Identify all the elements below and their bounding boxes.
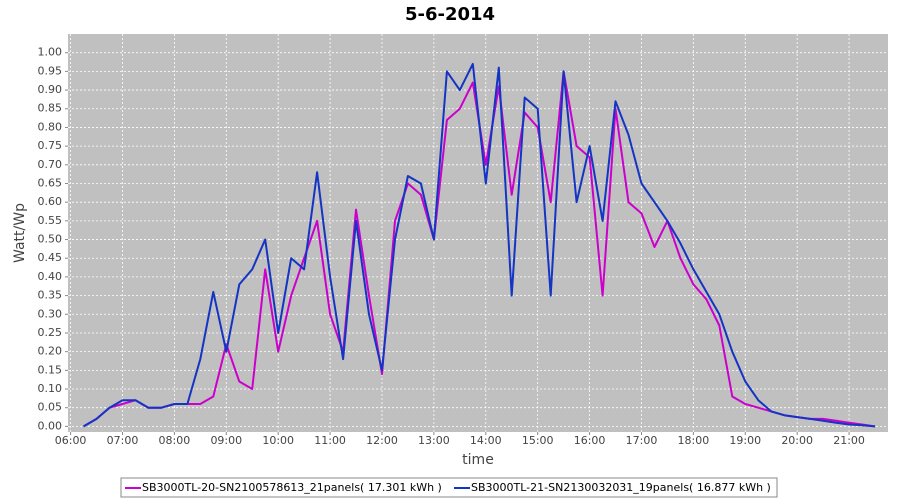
x-tick-label: 13:00 [418, 434, 450, 447]
y-tick-label: 0.00 [38, 419, 63, 432]
x-tick-label: 06:00 [55, 434, 87, 447]
x-tick-label: 16:00 [574, 434, 606, 447]
plot-area [68, 34, 888, 432]
y-tick-label: 0.85 [38, 102, 63, 115]
series-line [83, 62, 876, 428]
x-tick-label: 20:00 [781, 434, 813, 447]
y-tick-label: 0.20 [38, 345, 63, 358]
x-tick-label: 18:00 [678, 434, 710, 447]
y-tick-label: 0.90 [38, 83, 63, 96]
y-tick-label: 0.10 [38, 382, 63, 395]
x-tick-label: 10:00 [262, 434, 294, 447]
legend-label: SB3000TL-21-SN2130032031_19panels( 16.87… [471, 481, 771, 494]
y-tick-label: 0.75 [38, 139, 63, 152]
x-axis-label: time [462, 452, 494, 468]
x-tick-label: 08:00 [159, 434, 191, 447]
y-tick-label: 0.45 [38, 251, 63, 264]
y-tick-label: 0.35 [38, 289, 63, 302]
x-tick-label: 09:00 [210, 434, 242, 447]
y-tick-label: 0.95 [38, 64, 63, 77]
chart-title: 5-6-2014 [405, 4, 495, 25]
x-tick-label: 15:00 [522, 434, 554, 447]
y-tick-label: 0.05 [38, 401, 63, 414]
y-tick-label: 0.50 [38, 233, 63, 246]
y-tick-label: 0.65 [38, 176, 63, 189]
y-tick-label: 0.55 [38, 214, 63, 227]
y-tick-label: 0.40 [38, 270, 63, 283]
x-tick-label: 14:00 [470, 434, 502, 447]
legend-label: SB3000TL-20-SN2100578613_21panels( 17.30… [142, 481, 442, 494]
y-tick-label: 0.70 [38, 158, 63, 171]
y-axis-label: Watt/Wp [12, 203, 28, 263]
y-tick-label: 1.00 [38, 46, 63, 59]
x-tick-label: 21:00 [833, 434, 865, 447]
x-tick-label: 11:00 [314, 434, 346, 447]
x-tick-label: 17:00 [626, 434, 658, 447]
x-tick-label: 19:00 [729, 434, 761, 447]
y-tick-label: 0.25 [38, 326, 63, 339]
y-tick-label: 0.60 [38, 195, 63, 208]
y-tick-label: 0.15 [38, 363, 63, 376]
y-tick-label: 0.80 [38, 120, 63, 133]
legend [120, 477, 778, 498]
x-tick-label: 12:00 [366, 434, 398, 447]
y-tick-label: 0.30 [38, 307, 63, 320]
x-tick-label: 07:00 [107, 434, 139, 447]
